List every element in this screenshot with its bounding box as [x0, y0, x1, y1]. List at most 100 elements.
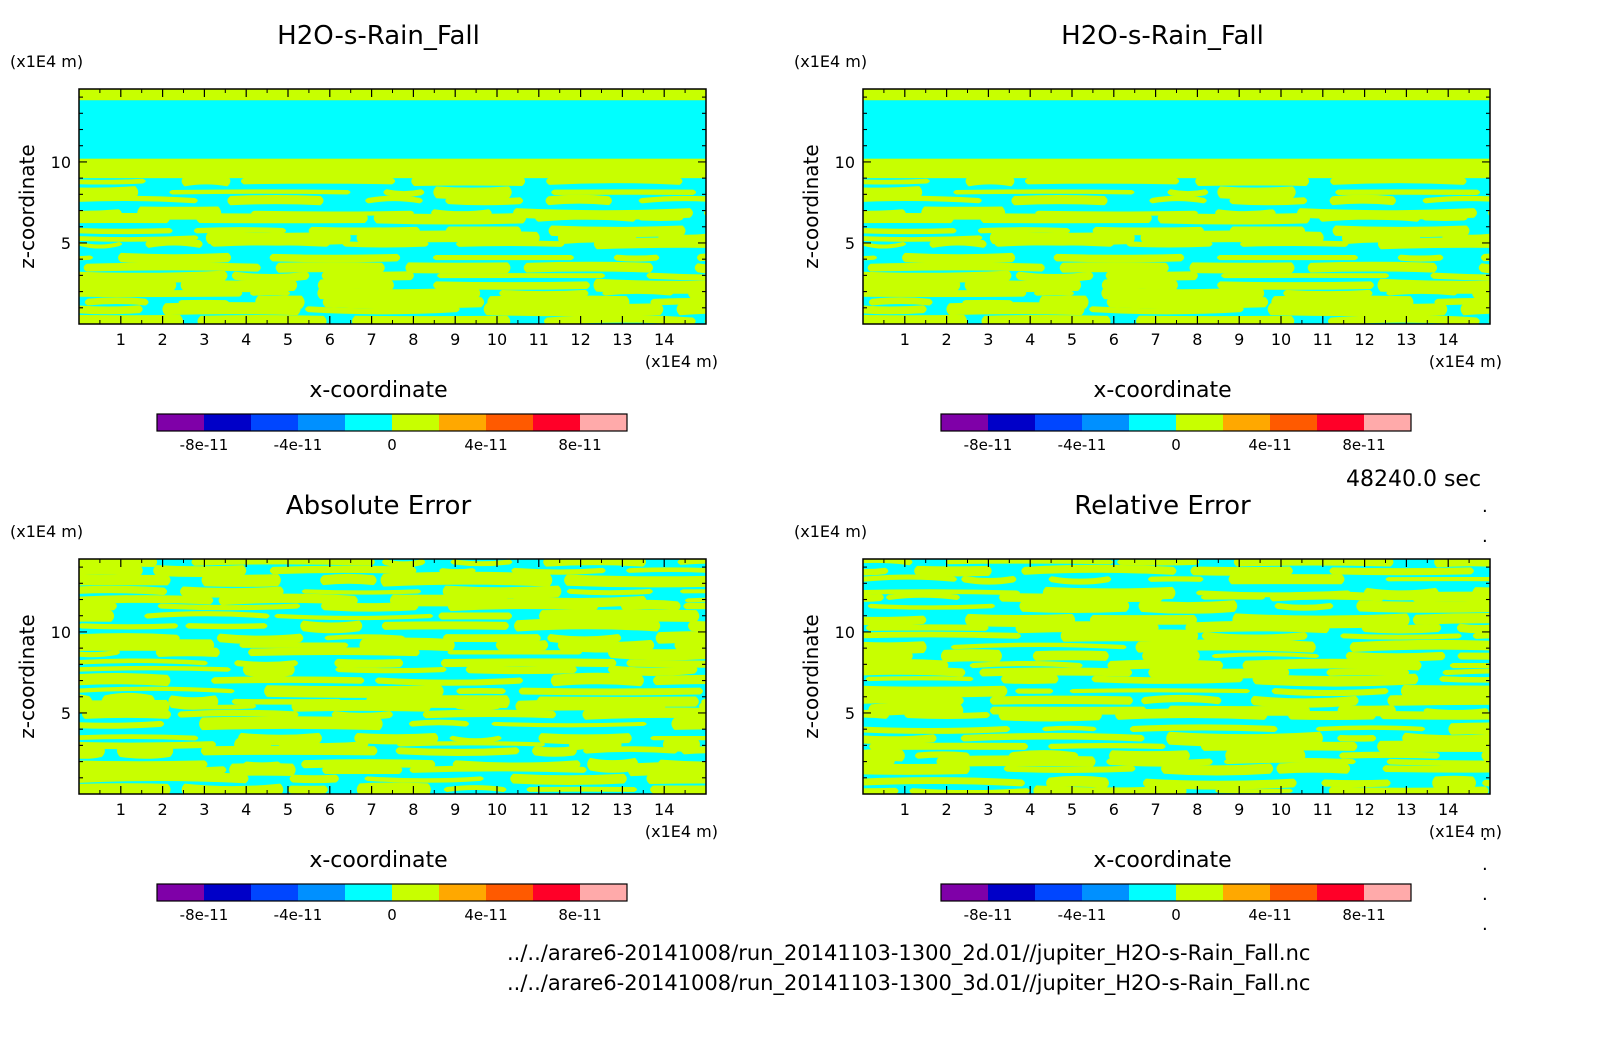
field-contour-positive	[980, 213, 1152, 224]
margin-dot: .	[1482, 496, 1488, 517]
field-contour-positive	[79, 228, 173, 235]
field-contour-positive	[551, 189, 697, 195]
y-tick-label: 10	[51, 623, 71, 642]
colorbar-segment	[580, 414, 628, 431]
field-contour-positive	[587, 757, 639, 773]
field-contour-positive	[1211, 652, 1320, 659]
field-contour-positive	[694, 263, 706, 274]
x-tick-label: 7	[367, 330, 377, 349]
field-contour-positive	[936, 755, 1096, 767]
field-contour-positive	[867, 603, 995, 610]
field-contour-positive	[456, 688, 506, 694]
field-contour-positive	[914, 565, 992, 577]
x-tick-label: 13	[612, 800, 632, 819]
field-contour-positive	[1126, 241, 1213, 248]
field-contour-positive	[929, 237, 987, 248]
y-axis-label: z-coordinate	[799, 144, 823, 268]
field-contour-positive	[1339, 751, 1440, 759]
field-contour-positive	[1326, 668, 1410, 676]
field-contour-positive	[722, 187, 844, 196]
field-contour-positive	[699, 702, 706, 711]
field-contour-positive	[946, 302, 1085, 316]
field-contour-positive	[1449, 662, 1490, 669]
x-tick-label: 5	[1067, 330, 1077, 349]
field-contour-positive	[218, 593, 358, 606]
field-contour-positive	[989, 695, 1133, 705]
field-contour-positive	[650, 735, 706, 741]
x-unit-label: (x1E4 m)	[645, 352, 718, 371]
field-contour-positive	[998, 709, 1102, 722]
x-tick-label: 14	[654, 800, 674, 819]
field-contour-positive	[1161, 763, 1274, 776]
field-contour-positive	[621, 599, 681, 611]
field-contour-positive	[653, 674, 706, 686]
field-contour-positive	[1267, 303, 1448, 317]
colorbar-segment	[580, 884, 628, 901]
colorbar-segment	[345, 414, 393, 431]
field-contour-positive	[1021, 564, 1177, 575]
x-axis-label: x-coordinate	[309, 848, 447, 873]
field-contour-positive	[320, 573, 377, 586]
field-contour-positive	[999, 593, 1164, 603]
field-contour-positive	[1482, 779, 1490, 787]
field-contour-positive	[646, 272, 706, 281]
field-contour-positive	[514, 617, 661, 632]
colorbar-segment	[439, 414, 487, 431]
field-contour-positive	[582, 707, 706, 720]
time-label: 48240.0 sec	[1346, 467, 1482, 492]
field-contour-positive	[79, 665, 231, 672]
margin-dot: .	[1482, 884, 1488, 905]
x-tick-label: 2	[158, 330, 168, 349]
colorbar-label: 4e-11	[464, 906, 507, 924]
colorbar-segment	[988, 884, 1036, 901]
chart-title: H2O-s-Rain_Fall	[1061, 21, 1264, 51]
colorbar-segment	[157, 414, 205, 431]
field-contour-positive	[162, 302, 301, 316]
field-contour-positive	[960, 732, 1145, 742]
field-contour-positive	[1106, 297, 1269, 309]
field-contour-positive	[181, 783, 284, 794]
field-contour-positive	[181, 173, 231, 187]
colorbar-label: 8e-11	[558, 906, 601, 924]
field-contour-positive	[1032, 650, 1109, 661]
colorbar-label: -4e-11	[274, 436, 323, 454]
field-contour-positive	[305, 306, 460, 315]
field-contour-positive	[867, 262, 1045, 272]
x-tick-label: 6	[1109, 800, 1119, 819]
field-contour-positive	[676, 301, 706, 316]
x-tick-label: 4	[241, 330, 251, 349]
x-tick-label: 6	[1109, 330, 1119, 349]
field-contour-positive	[443, 785, 507, 792]
chart-title: H2O-s-Rain_Fall	[277, 21, 480, 51]
x-tick-label: 1	[116, 330, 126, 349]
field-contour-positive	[1167, 189, 1209, 198]
field-contour-positive	[981, 314, 1111, 324]
field-contour-positive	[863, 777, 1025, 787]
field-contour-positive	[191, 559, 375, 566]
field-contour-positive	[714, 178, 866, 183]
colorbar-segment	[1270, 414, 1318, 431]
field-contour-positive	[1252, 673, 1419, 687]
field-contour-positive	[593, 237, 706, 250]
field-contour-positive	[1106, 758, 1213, 767]
field-contour-positive	[1048, 742, 1166, 750]
field-contour-positive	[1089, 306, 1244, 315]
colorbar-segment	[1082, 884, 1130, 901]
field-contour-positive	[1069, 688, 1250, 694]
colorbar-segment	[251, 884, 299, 901]
field-contour-positive	[409, 765, 587, 773]
x-tick-label: 1	[900, 330, 910, 349]
field-contour-positive	[1478, 263, 1490, 274]
colorbar-frame	[156, 413, 628, 432]
x-axis-label: x-coordinate	[1093, 848, 1231, 873]
colorbar-segment	[1317, 414, 1365, 431]
chart-title: Absolute Error	[286, 491, 472, 521]
field-contour-positive	[375, 677, 523, 686]
colorbar-label: -4e-11	[274, 906, 323, 924]
field-contour-positive	[1480, 253, 1490, 262]
field-contour-positive	[1315, 725, 1426, 732]
field-contour-positive	[447, 598, 599, 612]
field-contour-positive	[79, 279, 177, 292]
field-contour-positive	[1361, 623, 1442, 634]
colorbar-segment	[1270, 884, 1318, 901]
